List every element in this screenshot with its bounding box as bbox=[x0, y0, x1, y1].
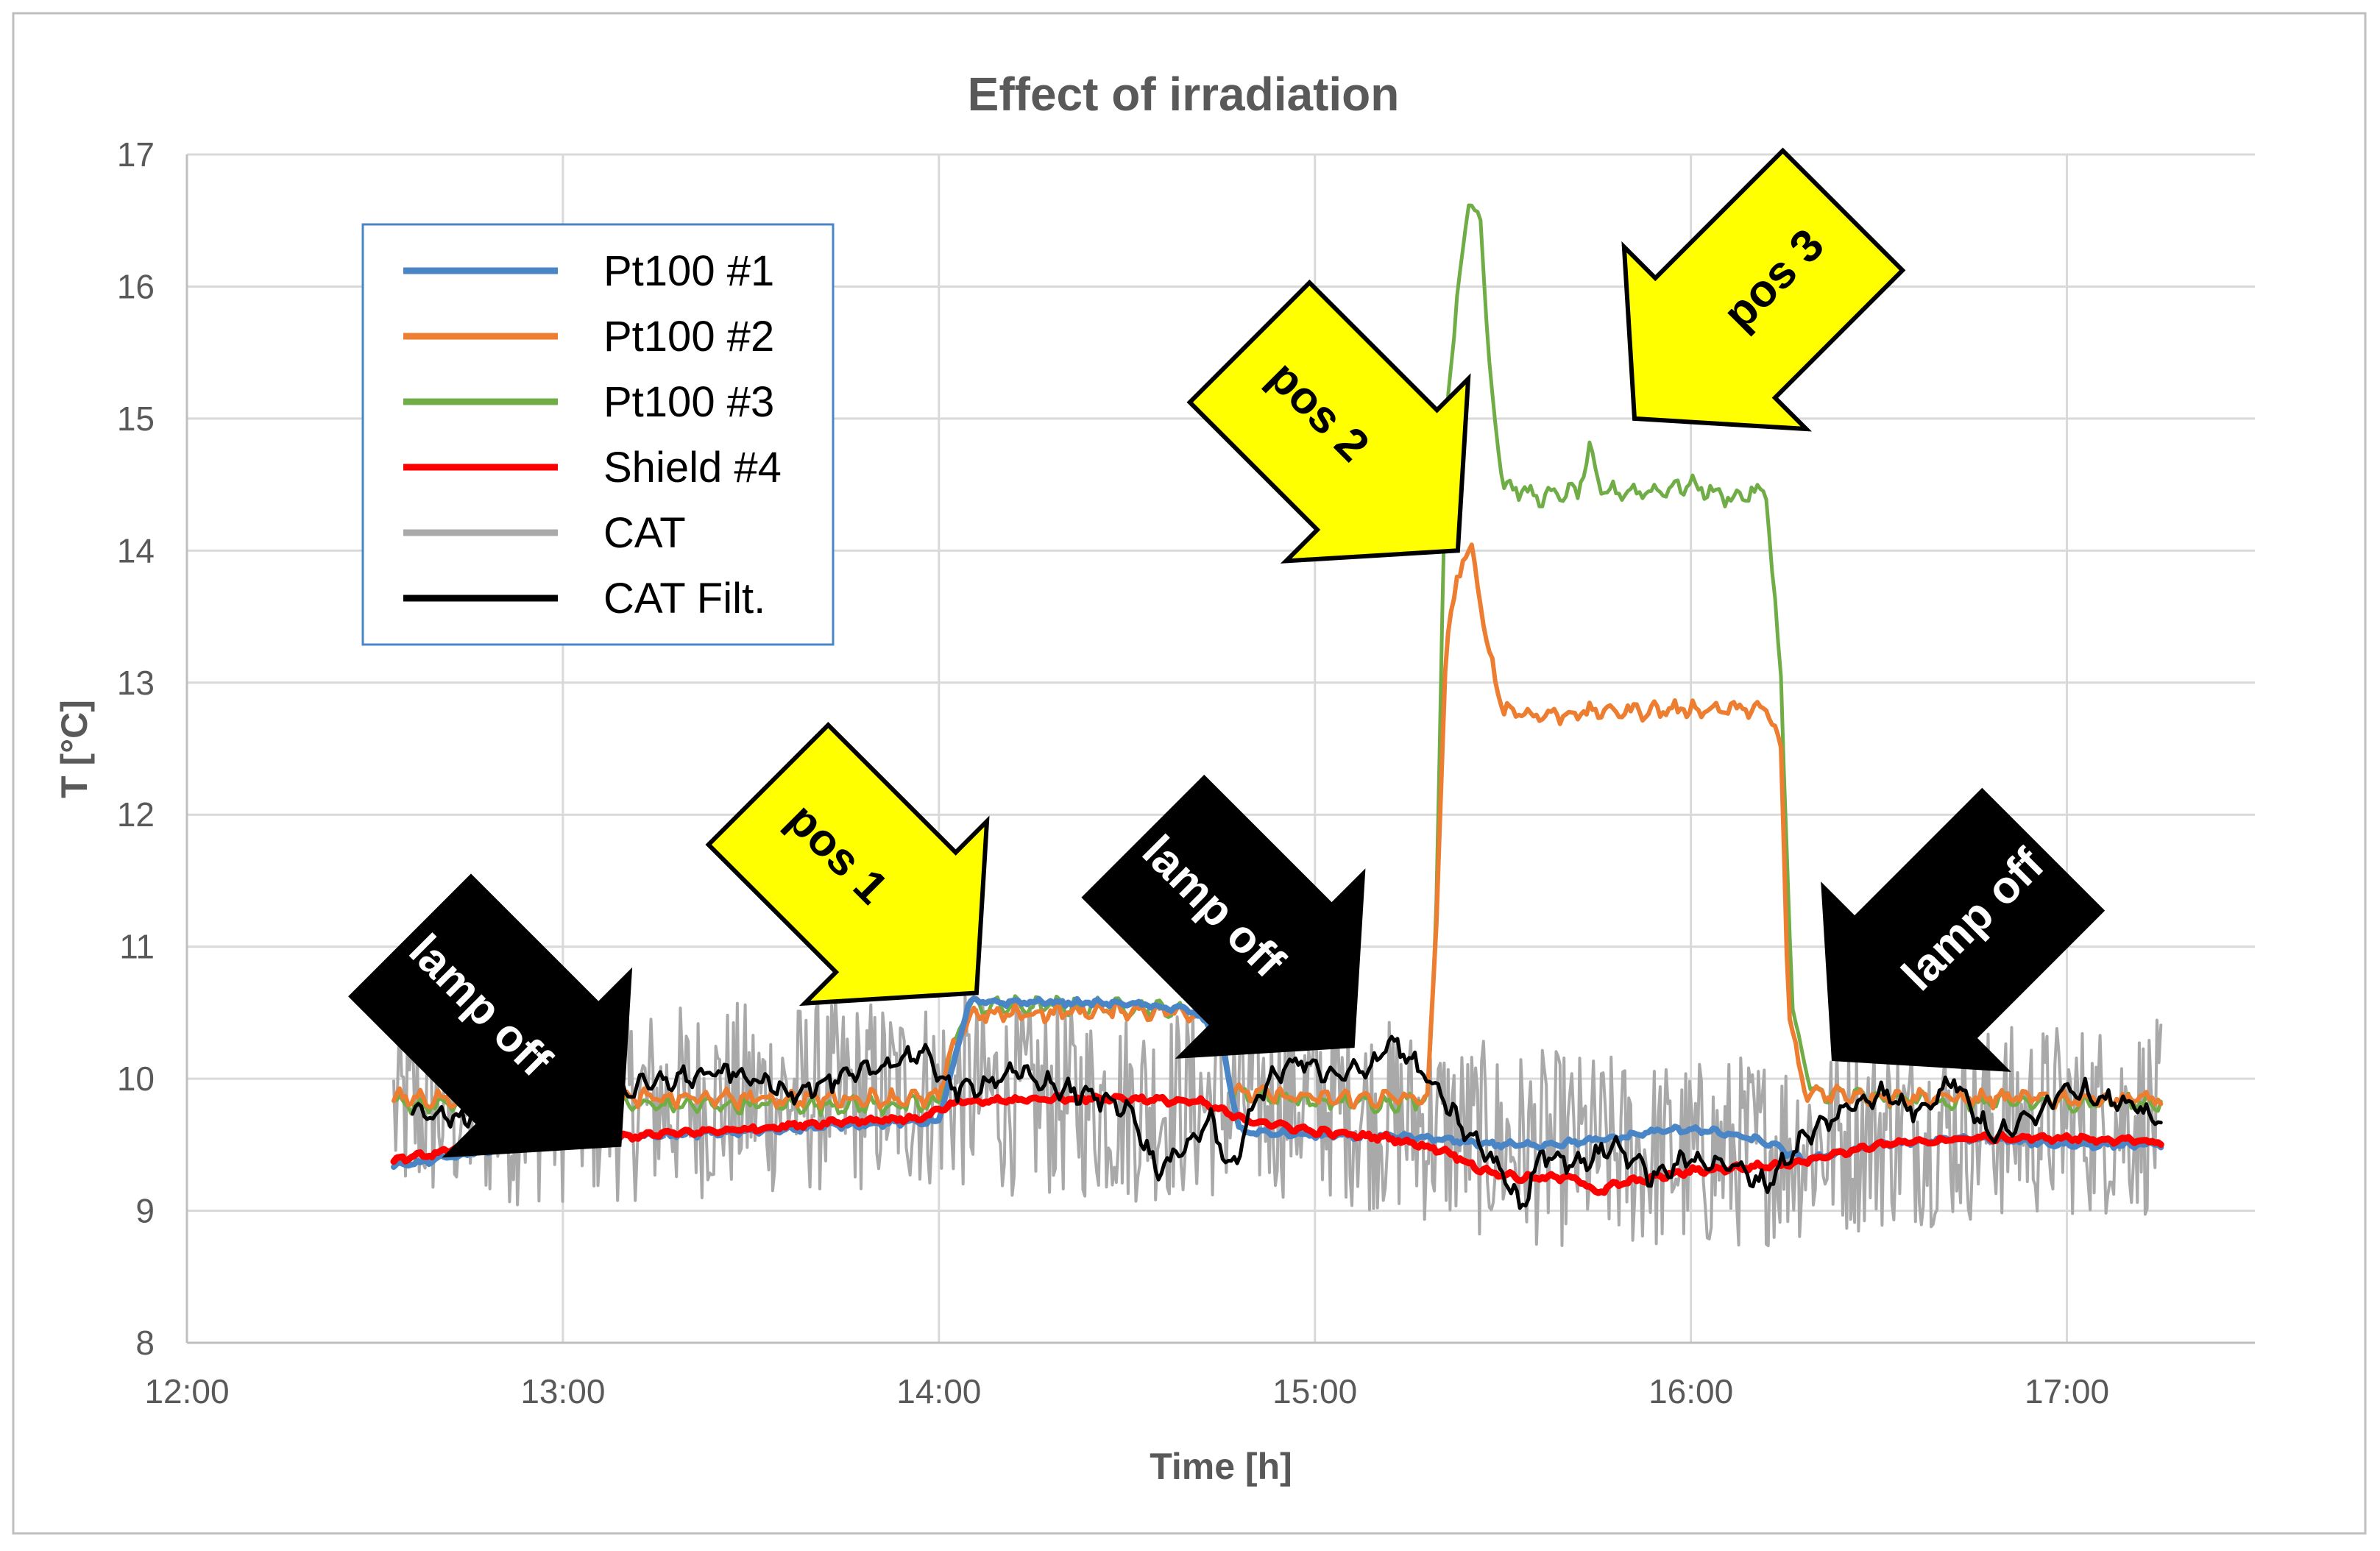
legend-box bbox=[361, 223, 835, 646]
legend-label: Pt100 #1 bbox=[603, 247, 774, 295]
x-tick-label: 15:00 bbox=[1272, 1372, 1357, 1410]
y-tick-label: 14 bbox=[117, 531, 155, 569]
arrow-shape bbox=[1186, 279, 1471, 564]
series-line bbox=[390, 1091, 2164, 1196]
arrow-shape bbox=[1621, 147, 1906, 432]
annotation-arrow: pos 1 bbox=[705, 722, 990, 1007]
x-tick-label: 14:00 bbox=[896, 1372, 981, 1410]
x-tick-label: 16:00 bbox=[1648, 1372, 1733, 1410]
y-tick-label: 9 bbox=[135, 1192, 155, 1230]
tick-labels: 8 9 10 11 12 13 14 15 16 17 12:00 13:00 14:00 15:00 16… bbox=[117, 135, 2109, 1410]
legend-label: Pt100 #3 bbox=[603, 378, 774, 426]
x-tick-label: 13:00 bbox=[520, 1372, 605, 1410]
annotations: lamp off pos 1 lamp off pos 2 pos 3 lamp off bbox=[348, 147, 2105, 1158]
y-tick-label: 16 bbox=[117, 267, 155, 305]
chart-title: Effect of irradiation bbox=[968, 68, 1400, 121]
annotation-arrow: lamp off bbox=[1821, 787, 2105, 1072]
annotation-arrow: lamp off bbox=[1081, 774, 1366, 1059]
legend-label: CAT bbox=[603, 509, 686, 557]
y-tick-label: 10 bbox=[117, 1060, 155, 1098]
y-tick-label: 11 bbox=[119, 928, 155, 966]
y-tick-label: 8 bbox=[135, 1324, 155, 1362]
y-tick-label: 17 bbox=[117, 135, 155, 174]
arrow-shape bbox=[705, 722, 990, 1007]
annotation-arrow: pos 2 bbox=[1186, 279, 1471, 564]
y-tick-label: 12 bbox=[117, 795, 155, 834]
annotation-arrow: pos 3 bbox=[1621, 147, 1906, 432]
annotation-arrow: lamp off bbox=[348, 873, 633, 1158]
x-axis-label: Time [h] bbox=[1150, 1446, 1292, 1487]
legend-label: CAT Filt. bbox=[603, 575, 765, 622]
arrow-shape bbox=[1821, 787, 2105, 1072]
x-tick-label: 17:00 bbox=[2025, 1372, 2109, 1410]
axes bbox=[185, 155, 2255, 1344]
legend: Pt100 #1 Pt100 #2 Pt100 #3 Shield #4 CAT CAT … bbox=[361, 223, 835, 646]
series-layer bbox=[390, 203, 2164, 1248]
series-line bbox=[411, 1034, 2163, 1210]
legend-label: Shield #4 bbox=[603, 444, 782, 491]
x-tick-label: 12:00 bbox=[144, 1372, 229, 1410]
series-line bbox=[392, 995, 2163, 1248]
arrow-shape bbox=[1081, 774, 1366, 1059]
legend-label: Pt100 #2 bbox=[603, 313, 774, 361]
y-tick-label: 13 bbox=[117, 664, 155, 702]
y-tick-label: 15 bbox=[117, 400, 155, 438]
y-axis-label: T [°C] bbox=[54, 700, 95, 798]
arrow-shape bbox=[348, 873, 633, 1158]
